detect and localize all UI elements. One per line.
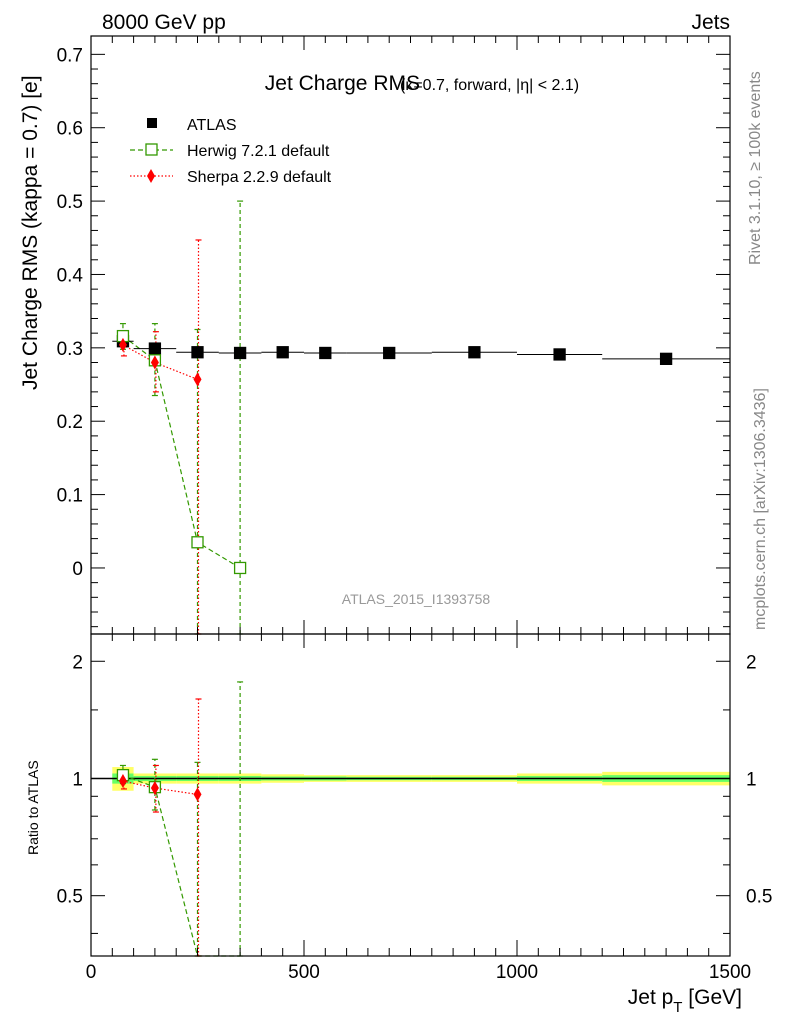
ratio-sherpa-point	[193, 787, 202, 802]
xtick-label: 1000	[496, 962, 538, 983]
ratio-series-layer	[116, 681, 244, 957]
herwig-point	[233, 561, 247, 575]
atlas-point	[468, 346, 481, 359]
legend-sherpa-marker	[147, 169, 155, 183]
atlas-point	[276, 346, 289, 359]
x-axis-label: Jet pT [GeV]	[628, 986, 742, 1016]
main-ytick-label: 0.7	[57, 45, 83, 66]
ratio-ytick-label-right: 2	[746, 652, 757, 673]
atlas-point	[553, 348, 566, 361]
sherpa-point	[118, 337, 127, 352]
x-axis-label-main: Jet p	[628, 986, 674, 1009]
ratio-ytick-label-right: 0.5	[746, 887, 772, 908]
herwig-line	[122, 335, 241, 569]
ratio-band-layer	[91, 767, 730, 791]
xtick-label: 0	[86, 962, 97, 983]
xtick-label: 500	[288, 962, 320, 983]
sherpa-point	[150, 355, 159, 370]
x-axis-ticks: 0 500 1000 1500	[86, 36, 751, 983]
ratio-sherpa-point	[118, 774, 127, 789]
legend-herwig-label: Herwig 7.2.1 default	[187, 143, 330, 160]
process-label: Jets	[691, 11, 730, 34]
ratio-y-ticks: 0.5 0.5 1 1 2 2	[57, 652, 772, 934]
sherpa-point	[193, 372, 202, 387]
chart-title: Jet Charge RMS	[265, 72, 420, 95]
ratio-y-axis-label: Ratio to ATLAS	[25, 760, 41, 855]
atlas-point	[233, 346, 247, 360]
x-axis-label-sub: T	[673, 999, 682, 1016]
ratio-ytick-label-left: 2	[72, 652, 83, 673]
atlas-point	[383, 346, 396, 360]
x-axis-label-unit: [GeV]	[682, 986, 742, 1009]
energy-label: 8000 GeV pp	[102, 11, 226, 34]
analysis-id: ATLAS_2015_I1393758	[342, 591, 491, 607]
legend: ATLAS Herwig 7.2.1 default Sherpa 2.2.9 …	[130, 117, 332, 186]
ratio-ytick-label-left: 1	[72, 769, 83, 790]
herwig-point	[191, 536, 204, 549]
main-ytick-label: 0.3	[57, 339, 83, 360]
main-y-ticks: 0 0.1 0.2 0.3 0.4 0.5 0.6 0.7	[57, 45, 730, 628]
main-y-axis-label: Jet Charge RMS (kappa = 0.7) [e]	[19, 75, 42, 390]
main-series-layer	[112, 200, 730, 635]
atlas-point	[148, 342, 162, 355]
main-ytick-label: 0	[72, 559, 83, 580]
ratio-ytick-label-left: 0.5	[57, 887, 83, 908]
chart-subtitle: (κ=0.7, forward, |η| < 2.1)	[400, 77, 579, 94]
legend-atlas-marker	[147, 118, 157, 128]
main-ytick-label: 0.1	[57, 486, 83, 507]
ratio-ytick-label-right: 1	[746, 769, 757, 790]
mcplots-label: mcplots.cern.ch [arXiv:1306.3436]	[752, 388, 769, 630]
legend-sherpa-label: Sherpa 2.2.9 default	[187, 169, 332, 186]
ratio-sherpa-point	[150, 781, 159, 796]
rivet-label: Rivet 3.1.10, ≥ 100k events	[747, 71, 764, 265]
atlas-point	[319, 346, 332, 360]
atlas-point	[191, 346, 204, 359]
ratio-panel-frame	[90, 633, 731, 957]
xtick-label: 1500	[709, 962, 751, 983]
legend-herwig-marker	[145, 143, 158, 156]
atlas-point	[659, 352, 673, 365]
ratio-herwig-line	[122, 774, 241, 957]
legend-atlas-label: ATLAS	[187, 117, 237, 134]
main-ytick-label: 0.4	[57, 265, 84, 286]
main-ytick-label: 0.2	[57, 412, 83, 433]
main-ytick-label: 0.6	[57, 119, 83, 140]
main-ytick-label: 0.5	[57, 192, 83, 213]
